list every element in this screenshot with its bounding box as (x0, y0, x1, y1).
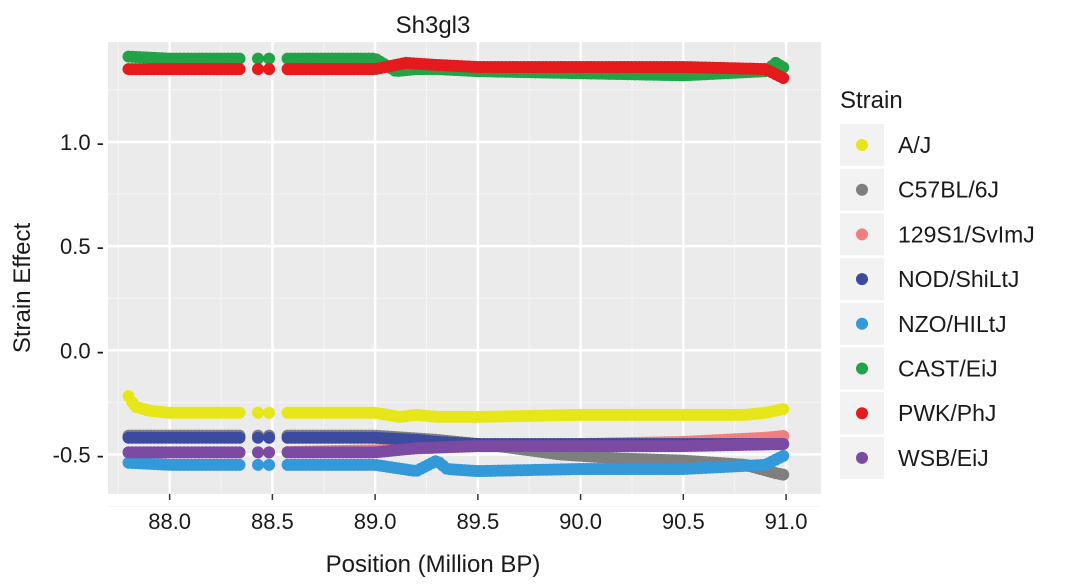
data-point (777, 468, 790, 481)
gridlines (108, 42, 821, 507)
data-point (233, 431, 246, 444)
plot-panel (108, 42, 821, 494)
legend: Strain A/J C57BL/6J 129S1/SvImJ NOD/ShiLtJ N… (840, 87, 1035, 479)
chart-title: Sh3gl3 (396, 12, 471, 39)
legend-swatch (856, 183, 868, 196)
legend-label: A/J (898, 132, 931, 158)
x-tick-label: 91.0 (765, 509, 808, 534)
legend-swatch (856, 273, 868, 286)
x-tick-label: 88.0 (148, 509, 191, 534)
y-axis-title: Strain Effect (9, 223, 36, 354)
legend-label: NZO/HILtJ (898, 311, 1007, 337)
data-point (263, 446, 276, 459)
x-tick-label: 89.5 (456, 509, 499, 534)
data-points (122, 50, 790, 481)
legend-swatch (856, 451, 868, 464)
data-point (777, 403, 790, 416)
data-point (251, 446, 264, 459)
y-axis-ticks: 1.0 - 0.5 - 0.0 - -0.5 - (53, 130, 104, 467)
series-pwk-phj (122, 56, 790, 85)
x-tick-label: 89.0 (354, 509, 397, 534)
legend-swatch (856, 362, 868, 375)
data-point (263, 406, 276, 419)
y-tick-label: 1.0 - (60, 130, 104, 155)
x-tick-label: 90.0 (559, 509, 602, 534)
legend-label: PWK/PhJ (898, 400, 996, 426)
series-a-j (122, 390, 790, 423)
series-nzo-hiltj (122, 449, 790, 478)
legend-swatch (856, 407, 868, 420)
legend-swatch (856, 228, 868, 241)
legend-label: C57BL/6J (898, 177, 999, 203)
data-point (777, 449, 790, 462)
data-point (251, 52, 264, 65)
legend-label: 129S1/SvImJ (898, 221, 1035, 247)
data-point (251, 63, 264, 76)
x-tick-label: 90.5 (662, 509, 705, 534)
data-point (251, 458, 264, 471)
data-point (777, 72, 790, 85)
data-point (263, 63, 276, 76)
data-point (233, 406, 246, 419)
legend-swatch (856, 139, 868, 151)
data-point (233, 63, 246, 76)
series-wsb-eij (122, 438, 790, 459)
data-point (251, 406, 264, 419)
legend-label: NOD/ShiLtJ (898, 266, 1019, 292)
data-point (251, 431, 264, 444)
data-point (263, 431, 276, 444)
legend-title: Strain (840, 87, 903, 114)
data-point (263, 458, 276, 471)
data-point (777, 438, 790, 451)
x-tick-label: 88.5 (251, 509, 294, 534)
legend-label: WSB/EiJ (898, 445, 989, 471)
data-point (233, 52, 246, 65)
x-axis-title: Position (Million BP) (326, 551, 541, 578)
data-point (233, 458, 246, 471)
data-point (263, 52, 276, 65)
y-tick-label: 0.5 - (60, 234, 104, 259)
legend-label: CAST/EiJ (898, 356, 998, 382)
x-axis-ticks: 88.0 88.5 89.0 89.5 90.0 90.5 91.0 (148, 494, 807, 534)
y-tick-label: 0.0 - (60, 338, 104, 363)
legend-swatch (856, 317, 868, 330)
data-point (233, 446, 246, 459)
y-tick-label: -0.5 - (53, 442, 104, 467)
